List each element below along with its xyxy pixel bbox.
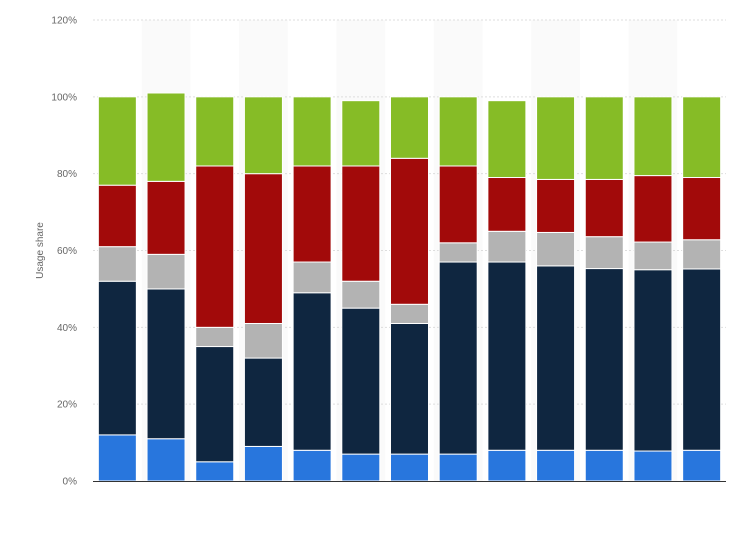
bar-stack: [536, 96, 576, 482]
bar-segment: [146, 438, 186, 482]
bar-segment: [682, 268, 722, 451]
bar-segment: [97, 246, 137, 282]
bar-segment: [243, 173, 283, 324]
y-tick-label: 40%: [57, 323, 77, 334]
bar-segment: [341, 280, 381, 309]
bar-segment: [243, 96, 283, 175]
bar-segment: [584, 96, 624, 180]
bar-segment: [584, 268, 624, 451]
bar-stack: [438, 96, 478, 482]
bar-stack: [97, 96, 137, 482]
bar-segment: [292, 292, 332, 451]
bar-segment: [438, 242, 478, 263]
bar-segment: [341, 307, 381, 455]
bar-stack: [584, 96, 624, 482]
bar-stack: [682, 96, 722, 482]
bar-segment: [682, 96, 722, 179]
bar-segment: [633, 175, 673, 243]
bar-segment: [584, 178, 624, 238]
bar-segment: [97, 96, 137, 186]
y-tick-label: 120%: [51, 16, 77, 27]
bar-segment: [292, 261, 332, 294]
bar-segment: [536, 449, 576, 482]
bar-segment: [243, 445, 283, 482]
bar-segment: [584, 449, 624, 482]
bar-segment: [390, 322, 429, 455]
bar-segment: [390, 157, 429, 305]
bar-stack: [341, 100, 381, 482]
bar-segment: [633, 269, 673, 452]
bar-segment: [536, 265, 576, 451]
bar-segment: [682, 239, 722, 270]
bar-segment: [97, 434, 137, 482]
bar-segment: [390, 96, 429, 159]
y-tick-label: 60%: [57, 246, 77, 257]
bar-segment: [195, 326, 235, 348]
bar-segment: [487, 230, 527, 263]
bar-segment: [341, 165, 381, 282]
bar-segment: [243, 357, 283, 447]
bar-segment: [243, 322, 283, 359]
bar-segment: [195, 96, 235, 167]
bar-stack: [243, 96, 283, 482]
bar-segment: [536, 231, 576, 267]
bar-segment: [487, 177, 527, 232]
bar-segment: [633, 450, 673, 482]
bar-segment: [487, 449, 527, 482]
bar-segment: [584, 236, 624, 270]
y-tick-label: 20%: [57, 400, 77, 411]
bar-segment: [536, 96, 576, 180]
bar-segment: [292, 449, 332, 482]
bar-stack: [146, 92, 186, 482]
bar-segment: [292, 165, 332, 263]
bar-segment: [146, 288, 186, 440]
bar-stack: [195, 96, 235, 482]
bar-segment: [390, 453, 429, 482]
bar-segment: [536, 178, 576, 233]
bar-stack: [633, 96, 673, 482]
y-tick-label: 0%: [63, 477, 78, 488]
bar-segment: [390, 303, 429, 324]
bar-segment: [97, 280, 137, 436]
bar-segment: [292, 96, 332, 167]
bar-segment: [341, 100, 381, 167]
bar-segment: [438, 165, 478, 244]
bar-stack: [487, 100, 527, 482]
bar-segment: [438, 453, 478, 482]
bar-segment: [487, 261, 527, 451]
bar-segment: [146, 253, 186, 290]
bar-segment: [146, 92, 186, 182]
bar-segment: [438, 261, 478, 455]
bar-segment: [97, 184, 137, 248]
y-axis-ticks: 0% 20% 40% 60% 80% 100% 120%: [51, 16, 77, 488]
y-tick-label: 80%: [57, 169, 77, 180]
y-tick-label: 100%: [51, 92, 77, 103]
bar-segment: [195, 346, 235, 463]
bar-stack: [292, 96, 332, 482]
bar-segment: [195, 165, 235, 328]
bar-segment: [633, 241, 673, 271]
bar-segment: [682, 177, 722, 241]
bar-segment: [682, 449, 722, 482]
bar-segment: [195, 461, 235, 482]
bar-stack: [390, 96, 429, 482]
bars: [97, 92, 722, 482]
bar-segment: [487, 100, 527, 179]
bar-segment: [438, 96, 478, 167]
bar-segment: [341, 453, 381, 482]
bar-segment: [633, 96, 673, 177]
y-axis-label: Usage share: [35, 222, 46, 279]
bar-segment: [146, 180, 186, 255]
